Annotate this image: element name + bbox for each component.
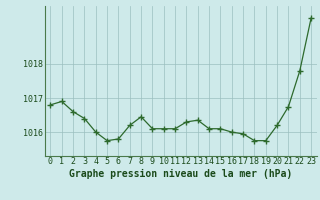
X-axis label: Graphe pression niveau de la mer (hPa): Graphe pression niveau de la mer (hPa) [69, 169, 292, 179]
